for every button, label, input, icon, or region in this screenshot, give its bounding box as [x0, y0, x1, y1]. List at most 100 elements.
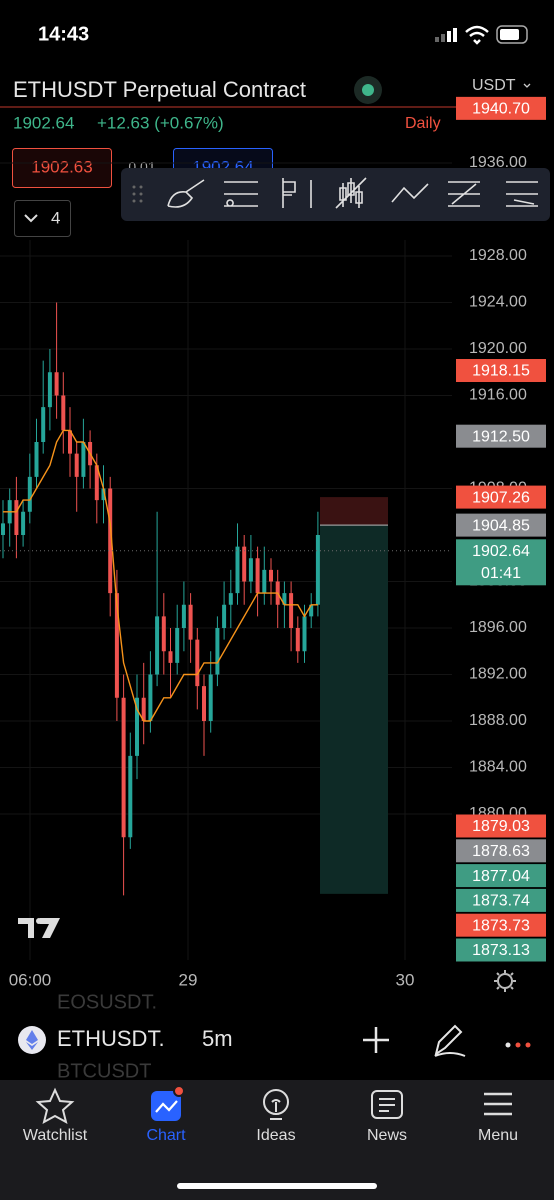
candle-body	[222, 604, 227, 628]
price-tag-label: 1918.15	[472, 363, 530, 380]
candle-body	[208, 674, 213, 721]
price-tag	[456, 96, 546, 120]
news-icon-lines	[379, 1098, 395, 1112]
tool-fib[interactable]	[282, 178, 312, 208]
chart-icon-line	[155, 1100, 178, 1113]
countdown: 01:41	[481, 565, 521, 582]
price-tag	[456, 359, 546, 383]
tool-patterns[interactable]	[335, 177, 367, 209]
price-tag-label: 1873.74	[472, 893, 530, 910]
tab-label[interactable]: Ideas	[256, 1127, 295, 1144]
price-tag	[456, 938, 546, 962]
candle-body	[61, 395, 66, 431]
price-tag-label: 1879.03	[472, 818, 530, 835]
toolbar-grip	[132, 185, 143, 203]
signal	[435, 28, 457, 42]
candle-body	[81, 442, 86, 477]
draw-button[interactable]	[434, 1024, 466, 1057]
tab-label[interactable]: News	[367, 1127, 407, 1144]
price-tag-label: 1907.26	[472, 489, 530, 506]
price-tag-label: 1902.64	[472, 543, 530, 560]
price-tag-label: 1873.13	[472, 942, 530, 959]
candle-body	[21, 511, 26, 535]
price-tag	[456, 864, 546, 888]
currency-caret	[523, 83, 531, 88]
interval[interactable]: 5m	[202, 1026, 233, 1051]
price-tag	[456, 539, 546, 586]
price-tag	[456, 424, 546, 448]
candle-body	[195, 639, 200, 687]
candle-body	[215, 628, 220, 675]
chart-badge	[173, 1085, 185, 1097]
price-tag	[456, 814, 546, 838]
candle-body	[1, 523, 5, 535]
candle-body	[68, 430, 72, 454]
indicator-toggle[interactable]	[14, 200, 71, 237]
add-button[interactable]	[363, 1027, 389, 1053]
target-zone	[320, 525, 388, 894]
candle-body	[27, 476, 32, 512]
candle-body	[282, 593, 287, 605]
next-symbol: BTCUSDT	[57, 1060, 151, 1082]
news-icon[interactable]	[371, 1090, 403, 1119]
candle-body	[94, 465, 99, 501]
tool-lines[interactable]	[224, 181, 258, 207]
price-label: 1884.00	[469, 759, 527, 776]
price-label: 1888.00	[469, 712, 527, 729]
moving-average	[3, 429, 318, 722]
candle-body	[148, 674, 153, 721]
more-button[interactable]	[505, 1042, 531, 1048]
price-tag-label: 1912.50	[472, 428, 530, 445]
candle-body	[34, 442, 39, 477]
prev-symbol: EOSUSDT.	[57, 991, 157, 1013]
candle-body	[168, 651, 173, 663]
price-change: +12.63 (+0.67%)	[97, 113, 224, 132]
candle-body	[175, 628, 180, 663]
battery	[496, 25, 528, 44]
candle-body	[135, 697, 139, 756]
candle-body	[188, 604, 193, 640]
tab-label[interactable]: Chart	[146, 1127, 186, 1144]
candle-body	[248, 558, 253, 582]
price-label: 1920.00	[469, 340, 527, 357]
symbol-title: ETHUSDT Perpetual Contract	[13, 77, 306, 102]
indicator-count: 4	[51, 208, 60, 227]
candle-body	[242, 546, 247, 582]
symbol[interactable]: ETHUSDT.	[57, 1026, 165, 1051]
candle-body	[269, 569, 273, 582]
candle-body	[262, 569, 267, 594]
tool-geometric[interactable]	[448, 181, 480, 207]
price-label: 1892.00	[469, 666, 527, 683]
currency[interactable]: USDT	[472, 77, 516, 94]
price-label: 1928.00	[469, 247, 527, 264]
settings-teeth	[494, 970, 516, 992]
tab-label[interactable]: Watchlist	[23, 1127, 88, 1144]
market-status[interactable]	[362, 84, 374, 96]
ideas-icon[interactable]	[263, 1089, 289, 1115]
tool-brush[interactable]	[167, 179, 205, 208]
candle-body	[302, 616, 307, 652]
tool-prediction[interactable]	[391, 183, 429, 203]
price-tag	[456, 513, 546, 537]
price-label: 1896.00	[469, 619, 527, 636]
candle-body	[101, 488, 106, 501]
candle-body	[128, 755, 133, 838]
price-label: 1924.00	[469, 294, 527, 311]
settings-icon[interactable]	[497, 973, 513, 989]
time-label: 06:00	[9, 970, 52, 989]
stop-zone	[320, 497, 388, 526]
candle-body	[255, 558, 260, 594]
tool-annotation[interactable]	[506, 181, 538, 207]
menu-icon[interactable]	[484, 1092, 512, 1116]
eth-glyph	[26, 1030, 38, 1050]
candle-body	[309, 604, 314, 617]
tab-label[interactable]: Menu	[478, 1127, 518, 1144]
sell-button[interactable]	[12, 148, 112, 188]
drawing-toolbar	[121, 168, 550, 221]
candle-body	[295, 628, 300, 652]
watchlist-icon[interactable]	[35, 1087, 75, 1124]
price-label: 1936.00	[469, 154, 527, 171]
candle-body	[315, 535, 320, 605]
candle-body	[161, 616, 166, 652]
